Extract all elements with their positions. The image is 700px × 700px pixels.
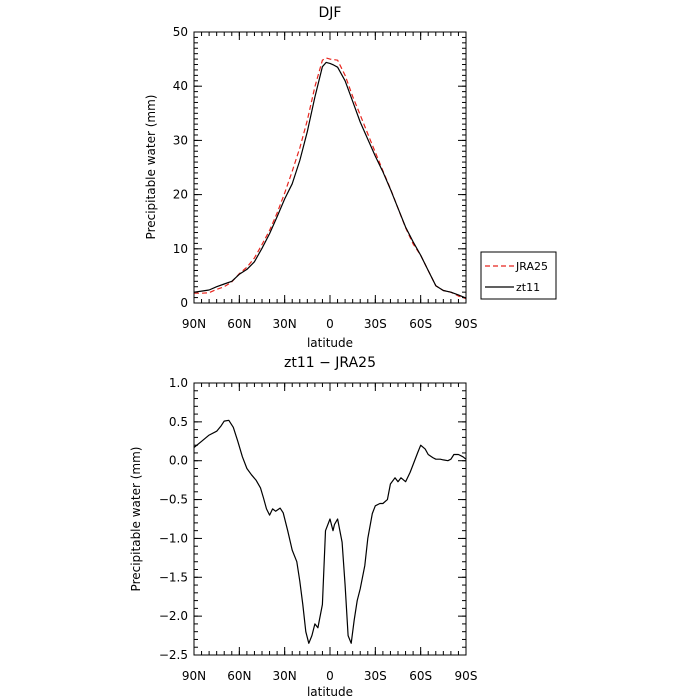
bottom-panel-ytick-label: 0.0 xyxy=(169,454,188,468)
bottom-panel-ytick-label: −2.0 xyxy=(159,609,188,623)
top-panel-xlabel: latitude xyxy=(307,336,353,350)
bottom-panel-ytick-label: 0.5 xyxy=(169,415,188,429)
bottom-panel-ytick-label: −2.5 xyxy=(159,648,188,662)
top-panel-ytick-label: 10 xyxy=(173,242,188,256)
top-panel-frame xyxy=(193,31,467,304)
legend-label-zt11: zt11 xyxy=(516,281,540,294)
top-panel-series-jra25 xyxy=(194,57,467,300)
top-panel-xtick-label: 60N xyxy=(227,317,251,331)
top-panel-xtick-label: 60S xyxy=(409,317,432,331)
legend-box xyxy=(480,251,557,300)
bottom-panel-xtick-label: 90N xyxy=(182,669,206,683)
bottom-panel-xtick-label: 30N xyxy=(273,669,297,683)
top-panel-ytick-label: 0 xyxy=(180,296,188,310)
bottom-panel-ytick-label: −0.5 xyxy=(159,493,188,507)
top-panel-xtick-label: 0 xyxy=(326,317,334,331)
top-panel-ylabel: Precipitable water (mm) xyxy=(144,95,158,240)
top-panel: DJF latitude Precipitable water (mm) 0 10… xyxy=(144,5,477,350)
bottom-panel: zt11 − JRA25 latitude Precipitable water… xyxy=(129,355,477,699)
top-panel-ytick-label: 20 xyxy=(173,188,188,202)
bottom-panel-xtick-label: 30S xyxy=(364,669,387,683)
top-panel-ytick-label: 40 xyxy=(173,79,188,93)
bottom-panel-ylabel: Precipitable water (mm) xyxy=(129,447,143,592)
top-panel-xtick-label: 30S xyxy=(364,317,387,331)
top-panel-ytick-label: 50 xyxy=(173,25,188,39)
bottom-panel-xtick-label: 60S xyxy=(409,669,432,683)
top-panel-ytick-label: 30 xyxy=(173,133,188,147)
bottom-panel-frame xyxy=(193,382,467,656)
bottom-panel-series-zt11 xyxy=(193,419,467,644)
bottom-panel-xlabel: latitude xyxy=(307,685,353,699)
bottom-panel-xtick-label: 90S xyxy=(455,669,478,683)
top-panel-xtick-label: 30N xyxy=(273,317,297,331)
bottom-panel-ytick-label: −1.5 xyxy=(159,570,188,584)
bottom-panel-ytick-label: −1.0 xyxy=(159,531,188,545)
top-panel-series-zt11 xyxy=(193,61,467,299)
top-panel-xtick-label: 90N xyxy=(182,317,206,331)
top-panel-xtick-label: 90S xyxy=(455,317,478,331)
bottom-panel-ytick-label: 1.0 xyxy=(169,376,188,390)
bottom-panel-title: zt11 − JRA25 xyxy=(284,355,376,371)
legend-label-jra25: JRA25 xyxy=(515,260,548,273)
bottom-panel-xtick-label: 0 xyxy=(326,669,334,683)
bottom-panel-xtick-label: 60N xyxy=(227,669,251,683)
legend: JRA25 zt11 xyxy=(480,251,557,300)
top-panel-title: DJF xyxy=(319,5,342,21)
